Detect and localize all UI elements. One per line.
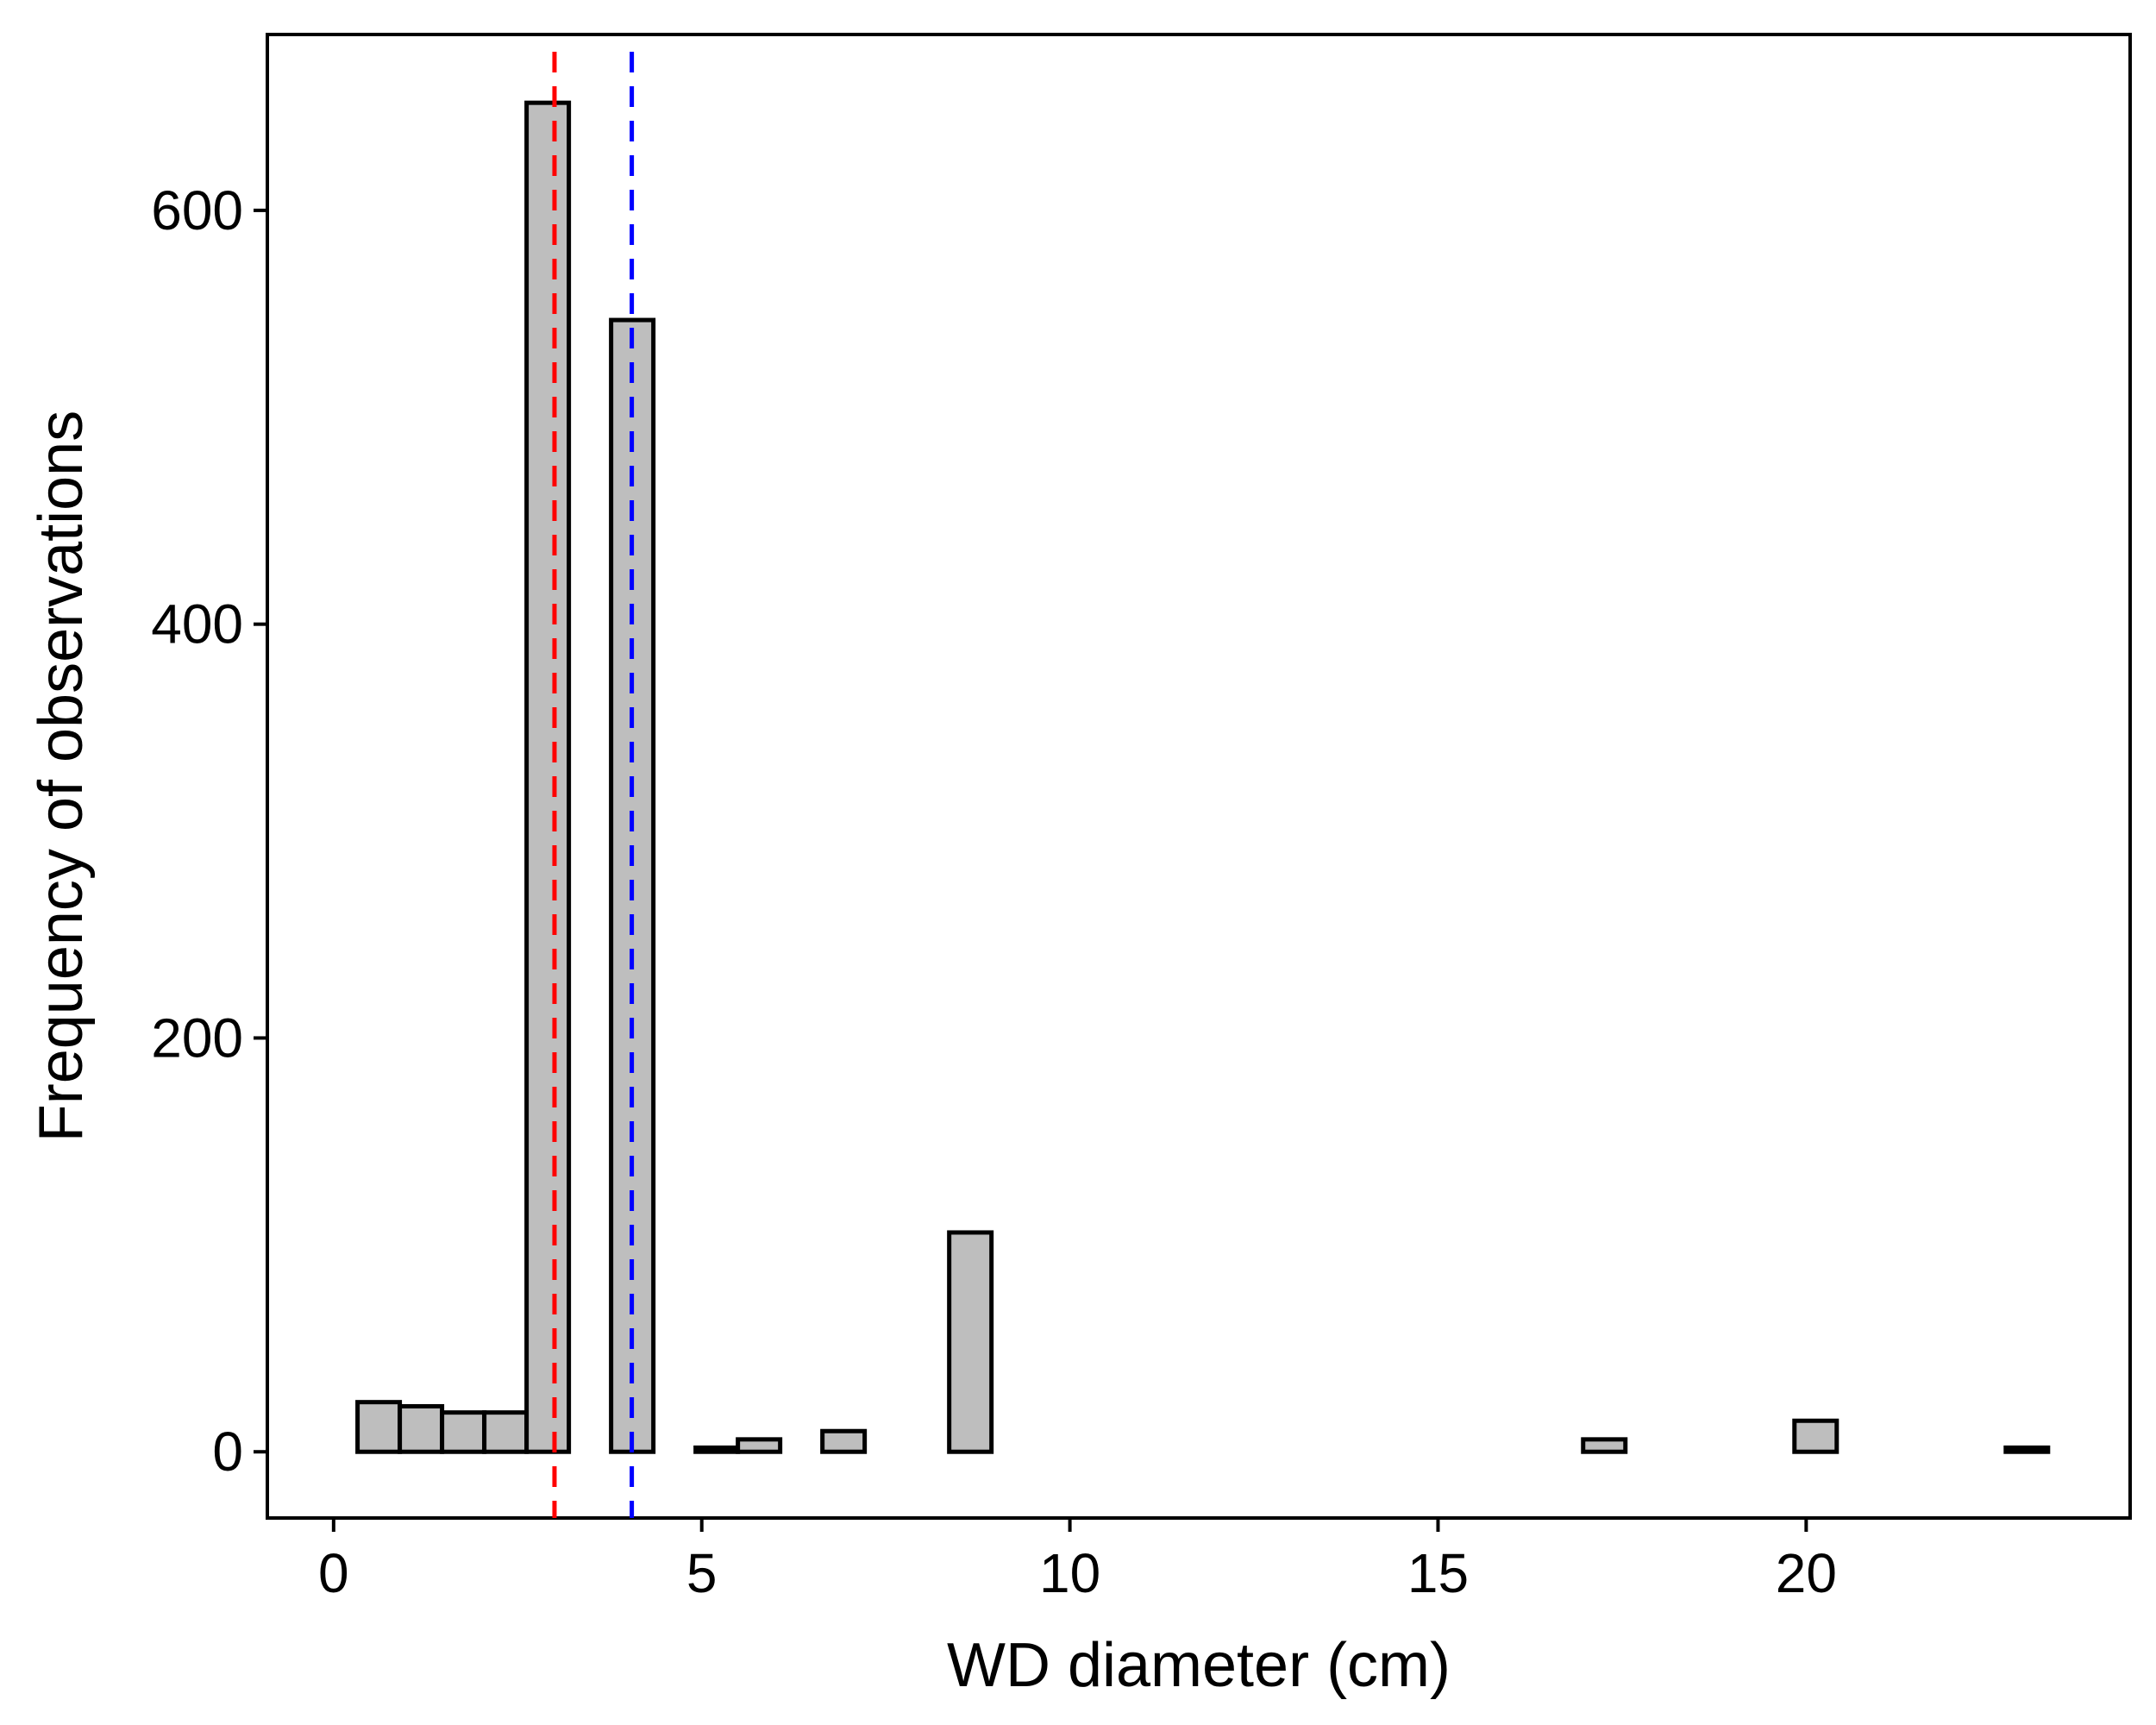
x-tick-label: 5 [686,1542,718,1604]
x-tick-label: 10 [1039,1542,1100,1604]
x-tick-label: 15 [1407,1542,1469,1604]
y-axis: 0 200 400 600 [151,179,267,1483]
histogram-bar [820,1428,868,1454]
y-axis-title: Frequency of observations [27,411,96,1142]
x-axis: 0 5 10 15 20 [318,1518,1837,1604]
histogram-bar [1792,1418,1839,1454]
x-axis-title: WD diameter (cm) [947,1631,1451,1700]
plot-panel [266,33,2132,1520]
reference-lines-group [552,52,635,1518]
histogram-bar [398,1403,445,1454]
histogram-bar [1581,1437,1628,1454]
x-tick-label: 0 [318,1542,349,1604]
x-tick-label: 20 [1776,1542,1837,1604]
histogram-bar [355,1400,403,1454]
histogram-bar [693,1445,741,1454]
histogram-bar [524,100,572,1454]
histogram-bar [736,1437,783,1454]
bars-group [355,100,2051,1454]
histogram-bar [947,1230,994,1454]
histogram-bar [2003,1445,2051,1454]
y-tick-label: 400 [151,593,243,656]
y-tick-label: 600 [151,179,243,242]
y-tick-label: 200 [151,1007,243,1069]
histogram-bar [482,1410,530,1454]
y-tick-label: 0 [212,1421,243,1483]
histogram-bar [440,1410,487,1454]
